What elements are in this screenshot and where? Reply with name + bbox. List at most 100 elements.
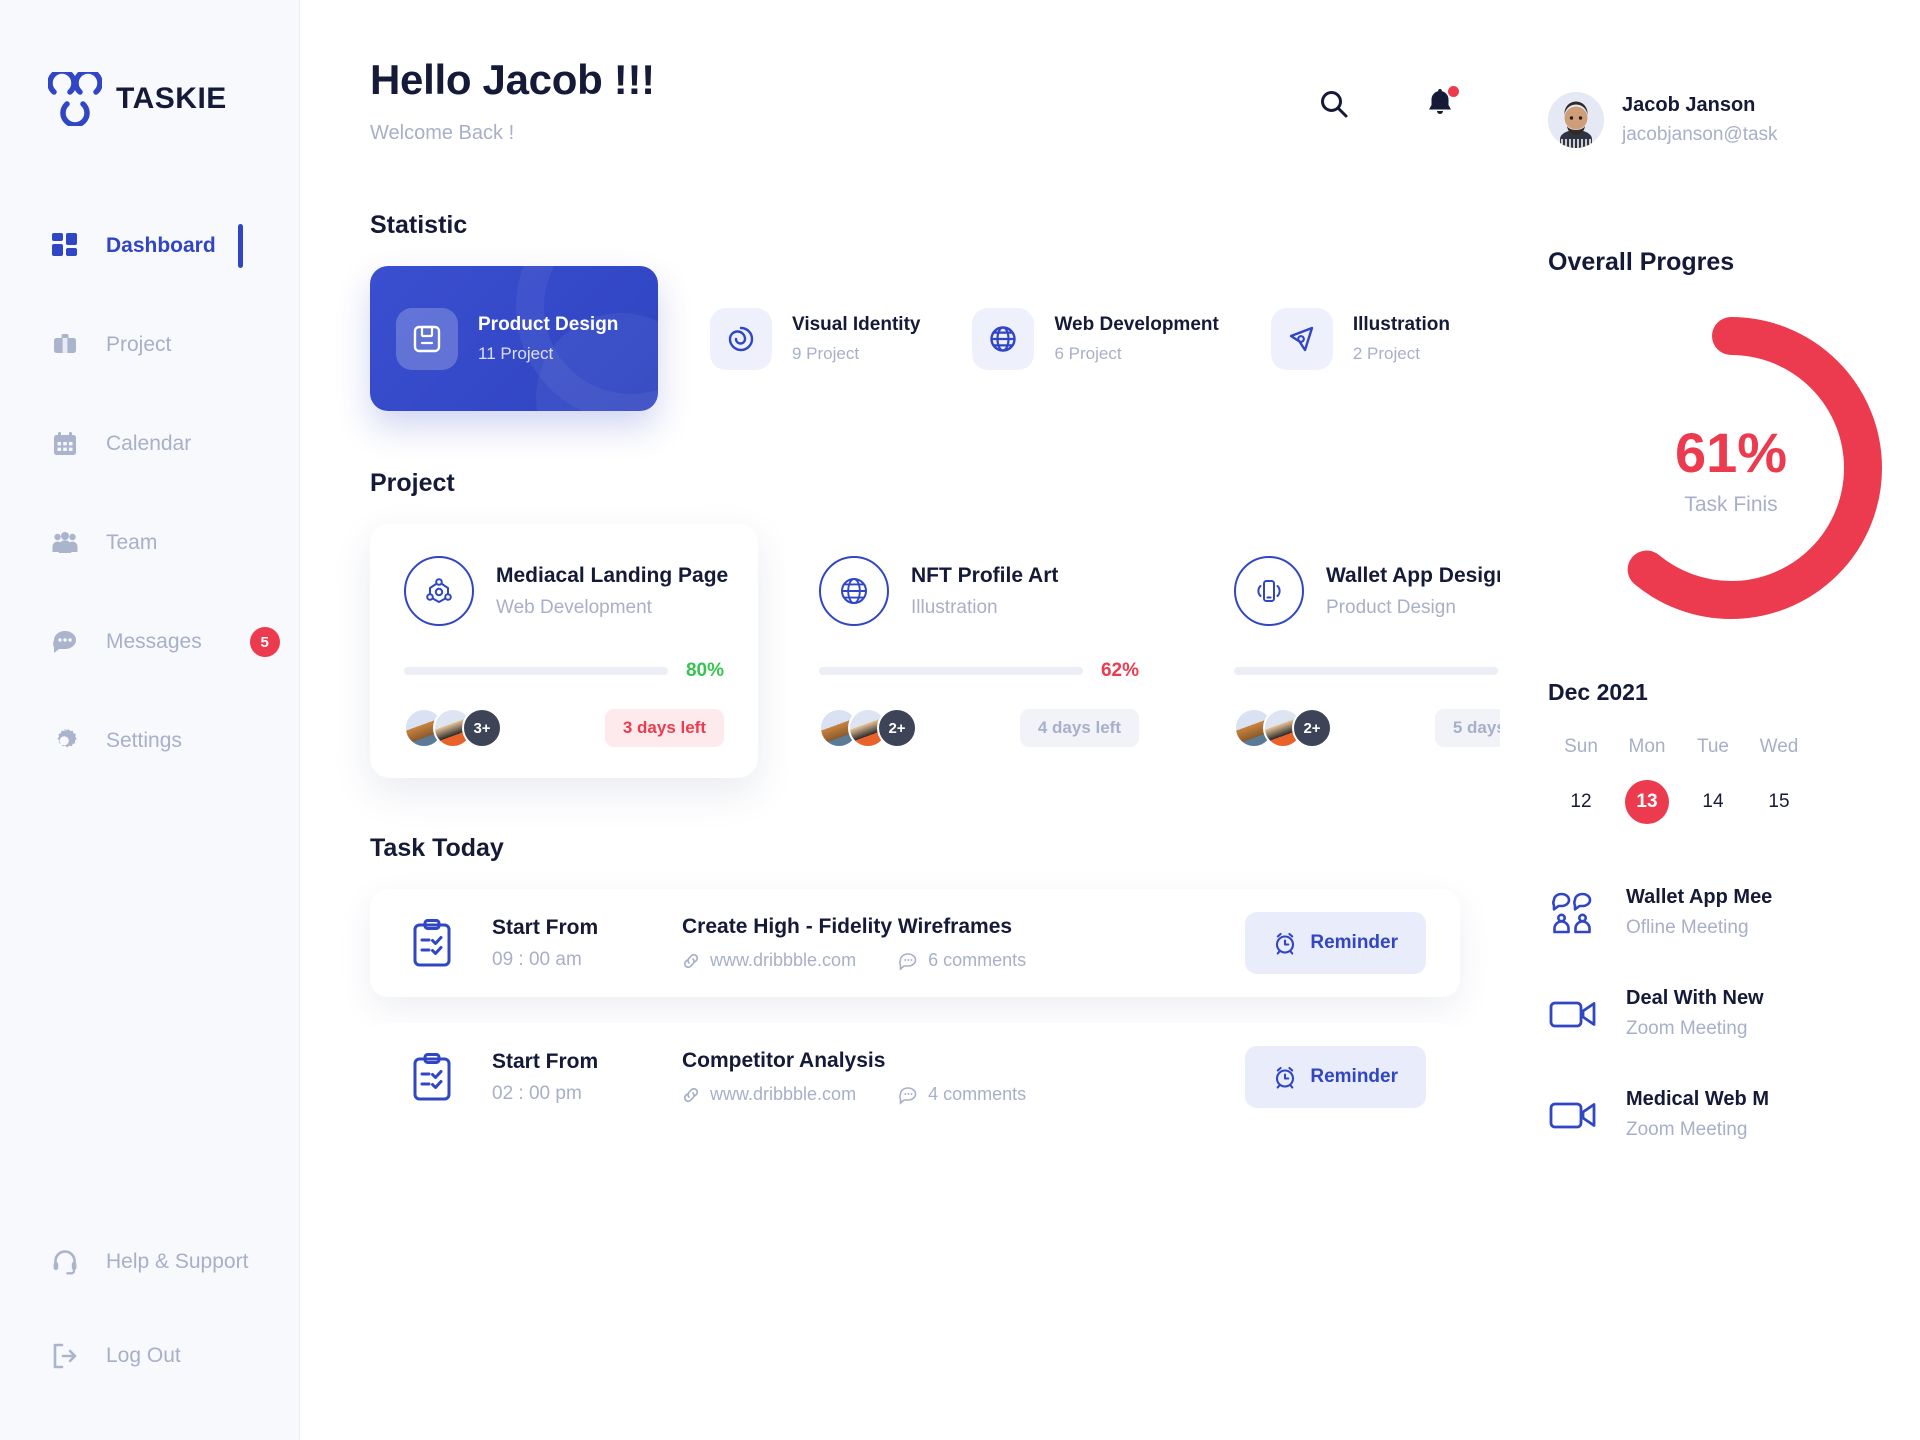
task-comments[interactable]: 6 comments: [898, 950, 1026, 971]
page-header: Hello Jacob !!! Welcome Back !: [370, 56, 1460, 145]
task-comments-label: 6 comments: [928, 950, 1027, 970]
alarm-clock-icon: [1276, 1066, 1295, 1089]
calendar-day-selected[interactable]: 13: [1625, 780, 1669, 824]
meeting-subtitle: Ofline Meeting: [1626, 917, 1749, 938]
user-profile[interactable]: Jacob Janson jacobjanson@task: [1548, 92, 1778, 148]
calendar-column[interactable]: Wed 15: [1746, 736, 1812, 824]
sidebar-item-team[interactable]: Team: [0, 517, 299, 569]
meeting-title: Wallet App Mee: [1626, 886, 1773, 908]
stat-card-web-development[interactable]: Web Development 6 Project: [972, 307, 1219, 370]
sidebar-item-project[interactable]: Project: [0, 319, 299, 371]
stat-card-count: 11 Project: [478, 343, 554, 363]
calendar-column[interactable]: Sun 12: [1548, 736, 1614, 824]
header-actions: [1314, 56, 1460, 124]
progress-label: Task Finis: [1684, 492, 1778, 516]
search-icon[interactable]: [1314, 84, 1354, 124]
progress-bar: 80%: [404, 660, 724, 682]
sidebar-item-label: Log Out: [106, 1344, 181, 1367]
calendar-icon: [50, 429, 80, 459]
progress-bar: 62%: [819, 660, 1139, 682]
sidebar: TASKIE Dashboard: [0, 0, 300, 1440]
reminder-label: Reminder: [1310, 932, 1398, 953]
calendar-dow: Mon: [1628, 736, 1666, 757]
project-category: Product Design: [1326, 596, 1456, 618]
reminder-button[interactable]: Reminder: [1245, 912, 1426, 974]
task-start-label: Start From: [492, 1049, 599, 1073]
meeting-item[interactable]: Wallet App Mee Ofline Meeting: [1548, 886, 1920, 939]
calendar-column[interactable]: Tue 14: [1680, 736, 1746, 824]
sidebar-item-messages[interactable]: Messages 5: [0, 616, 299, 668]
progress-track: [1234, 667, 1498, 675]
sidebar-item-calendar[interactable]: Calendar: [0, 418, 299, 470]
pen-nib-icon: [1270, 307, 1333, 370]
project-title: Project: [370, 469, 455, 497]
stat-card-visual-identity[interactable]: Visual Identity 9 Project: [710, 307, 921, 370]
molecule-icon: [404, 556, 474, 626]
days-left-badge: 3 days left: [604, 709, 724, 747]
sidebar-item-settings[interactable]: Settings: [0, 715, 299, 767]
progress-track: [404, 667, 668, 675]
stat-card-illustration[interactable]: Illustration 2 Project: [1270, 307, 1450, 370]
calendar-dow: Tue: [1696, 736, 1730, 757]
spiral-icon: [710, 307, 772, 370]
project-category: Illustration: [911, 596, 998, 618]
globe-icon: [819, 556, 889, 626]
sidebar-item-logout[interactable]: Log Out: [0, 1330, 299, 1382]
stat-card-name: Product Design: [478, 313, 619, 335]
stat-card-name: Visual Identity: [792, 313, 921, 335]
calendar-day[interactable]: 14: [1702, 791, 1724, 812]
clipboard-check-icon: [404, 1049, 460, 1105]
group-chat-icon: [1548, 887, 1600, 939]
grid-icon: [50, 231, 80, 261]
avatar-group[interactable]: 2+: [819, 708, 917, 748]
clipboard-check-icon: [404, 915, 460, 971]
task-row[interactable]: Start From 02 : 00 pm Competitor Analysi…: [370, 1023, 1460, 1131]
meeting-title: Medical Web M: [1626, 1088, 1769, 1110]
sidebar-item-label: Settings: [106, 729, 182, 752]
overall-progress-title: Overall Progres: [1548, 248, 1735, 276]
task-link[interactable]: www.dribbble.com: [682, 1084, 856, 1105]
video-camera-icon: [1548, 988, 1600, 1040]
task-row[interactable]: Start From 09 : 00 am Create High - Fide…: [370, 889, 1460, 997]
avatar-group[interactable]: 2+: [1234, 708, 1332, 748]
task-name: Create High - Fidelity Wireframes: [682, 915, 1013, 938]
bell-icon[interactable]: [1420, 84, 1460, 124]
calendar-column[interactable]: Mon 13: [1614, 736, 1680, 824]
project-card[interactable]: Mediacal Landing Page Web Development 80…: [370, 524, 758, 778]
sidebar-item-dashboard[interactable]: Dashboard: [0, 220, 299, 272]
brand-logo[interactable]: TASKIE: [0, 0, 299, 128]
meeting-subtitle: Zoom Meeting: [1626, 1018, 1748, 1039]
task-today-section: Task Today Start From 09 : 00 am: [370, 834, 1460, 1131]
meetings-list: Wallet App Mee Ofline Meeting Deal With …: [1548, 886, 1920, 1141]
calendar-day[interactable]: 15: [1768, 791, 1790, 812]
meeting-title: Deal With New: [1626, 987, 1764, 1009]
avatar-more-count: 2+: [877, 708, 917, 748]
progress-track: [819, 667, 1083, 675]
briefcase-icon: [50, 330, 80, 360]
sidebar-item-label: Team: [106, 531, 158, 554]
people-icon: [50, 528, 80, 558]
avatar: [1548, 92, 1604, 148]
calendar-day[interactable]: 12: [1570, 791, 1592, 812]
meeting-item[interactable]: Medical Web M Zoom Meeting: [1548, 1088, 1920, 1141]
reminder-button[interactable]: Reminder: [1245, 1046, 1426, 1108]
task-comments[interactable]: 4 comments: [898, 1084, 1026, 1105]
project-category: Web Development: [496, 596, 652, 618]
stat-card-product-design[interactable]: Product Design 11 Project: [370, 266, 658, 411]
sidebar-item-help-support[interactable]: Help & Support: [0, 1236, 299, 1288]
project-name: Wallet App Design: [1326, 563, 1509, 587]
meeting-item[interactable]: Deal With New Zoom Meeting: [1548, 987, 1920, 1040]
avatar-group[interactable]: 3+: [404, 708, 502, 748]
comment-icon: [899, 1086, 917, 1105]
package-icon: [396, 307, 458, 370]
right-panel: Jacob Janson jacobjanson@task Overall Pr…: [1500, 0, 1920, 1440]
user-email: jacobjanson@task: [1622, 124, 1778, 145]
comment-icon: [899, 952, 917, 971]
task-link[interactable]: www.dribbble.com: [682, 950, 856, 971]
task-today-title: Task Today: [370, 834, 504, 862]
task-time: 09 : 00 am: [492, 948, 582, 970]
project-card[interactable]: NFT Profile Art Illustration 62%: [785, 524, 1173, 778]
project-cards: Mediacal Landing Page Web Development 80…: [370, 524, 1588, 778]
calendar-dow: Wed: [1759, 736, 1799, 757]
